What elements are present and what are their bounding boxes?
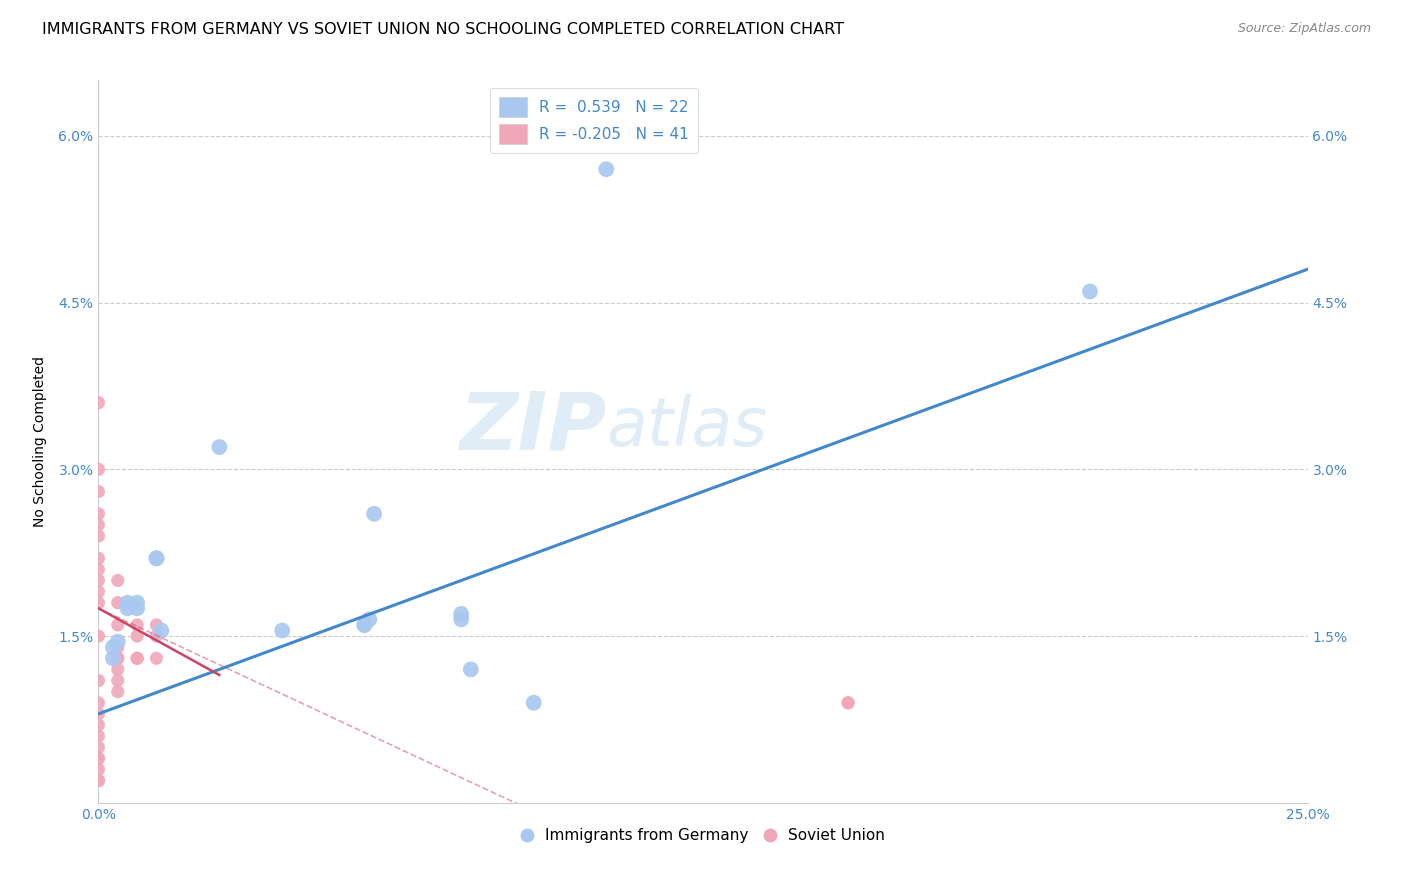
Point (87, 395, 110, 409)
Point (359, 612, 381, 626)
Point (87, 740, 110, 755)
Point (145, 551, 167, 566)
Point (87, 773, 110, 788)
Point (87, 751, 110, 765)
Text: atlas: atlas (606, 394, 768, 460)
Point (87, 562, 110, 576)
Point (87, 551, 110, 566)
Point (363, 507, 385, 521)
Point (107, 596, 129, 610)
Point (87, 729, 110, 743)
Point (353, 618, 375, 632)
Point (127, 629, 149, 643)
Point (450, 607, 472, 621)
Point (107, 684, 129, 698)
Point (523, 696, 546, 710)
Point (87, 773, 110, 788)
Text: ZIP: ZIP (458, 388, 606, 467)
Point (353, 618, 375, 632)
Point (117, 596, 139, 610)
Point (145, 551, 167, 566)
Point (145, 651, 167, 665)
Point (107, 634, 129, 648)
Point (101, 651, 124, 665)
Legend: Immigrants from Germany, Soviet Union: Immigrants from Germany, Soviet Union (515, 822, 891, 849)
Point (107, 662, 129, 676)
Point (87, 574, 110, 588)
Point (127, 651, 149, 665)
Point (127, 596, 149, 610)
Point (127, 651, 149, 665)
Point (87, 696, 110, 710)
Text: IMMIGRANTS FROM GERMANY VS SOVIET UNION NO SCHOOLING COMPLETED CORRELATION CHART: IMMIGRANTS FROM GERMANY VS SOVIET UNION … (42, 22, 844, 37)
Point (127, 618, 149, 632)
Point (107, 640, 129, 655)
Point (127, 601, 149, 615)
Point (145, 629, 167, 643)
Point (145, 618, 167, 632)
Point (208, 440, 231, 454)
Point (87, 517, 110, 532)
Point (87, 529, 110, 543)
Point (87, 629, 110, 643)
Point (107, 651, 129, 665)
Text: Source: ZipAtlas.com: Source: ZipAtlas.com (1237, 22, 1371, 36)
Point (837, 696, 859, 710)
Y-axis label: No Schooling Completed: No Schooling Completed (34, 356, 48, 527)
Point (595, 162, 617, 177)
Point (107, 673, 129, 688)
Point (107, 574, 129, 588)
Point (87, 751, 110, 765)
Point (107, 651, 129, 665)
Point (87, 484, 110, 499)
Point (107, 618, 129, 632)
Point (87, 596, 110, 610)
Point (87, 763, 110, 777)
Point (837, 696, 859, 710)
Point (101, 640, 124, 655)
Point (87, 584, 110, 599)
Point (87, 507, 110, 521)
Point (271, 624, 294, 638)
Point (117, 601, 139, 615)
Point (87, 718, 110, 732)
Point (460, 662, 482, 676)
Point (87, 706, 110, 721)
Point (87, 673, 110, 688)
Point (450, 612, 472, 626)
Point (1078, 285, 1101, 299)
Point (87, 462, 110, 476)
Point (150, 624, 173, 638)
